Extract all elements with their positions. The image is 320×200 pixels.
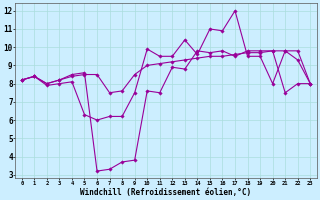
X-axis label: Windchill (Refroidissement éolien,°C): Windchill (Refroidissement éolien,°C)	[80, 188, 252, 197]
